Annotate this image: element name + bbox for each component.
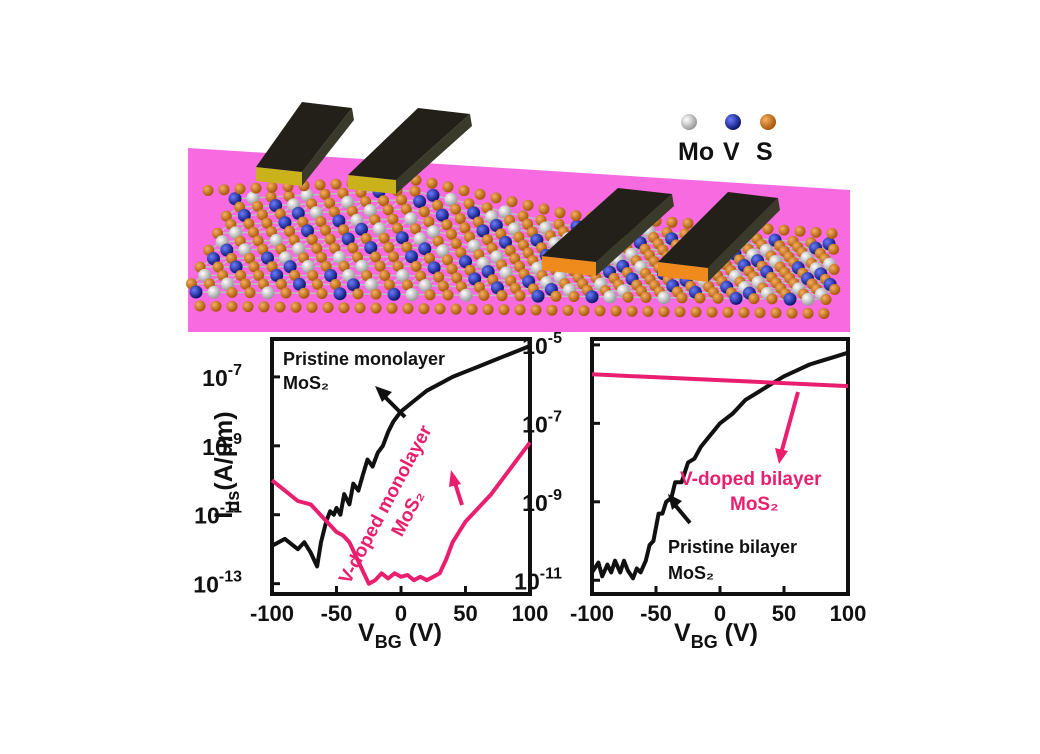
tick-marks	[270, 375, 532, 594]
electrode-4	[658, 192, 780, 282]
y-tick-exponent: -7	[548, 408, 562, 425]
annotation-doped-bilayer-line1: V-doped bilayer	[680, 469, 822, 490]
y-axis-label-main: I	[210, 512, 238, 519]
series-line-1	[591, 372, 849, 389]
y-tick-base: 10	[193, 572, 219, 598]
tick-marks	[590, 343, 850, 594]
y-axis-label-sub: ds	[223, 491, 243, 512]
x-axis-label: VBG (V)	[358, 619, 442, 652]
y-axis-label: Ids(A/μm)	[210, 411, 243, 518]
x-tick-labels: -100 -50 0 50 100	[570, 601, 866, 626]
x-tick-label: 50	[772, 601, 796, 626]
x-axis-label-main: V	[674, 619, 691, 647]
y-tick-exponent: -9	[548, 487, 562, 504]
y-tick-base: 10	[194, 503, 220, 529]
bilayer-transfer-chart: 10-510-710-910-11 -100 -50 0 50 100 VBG (V) …	[514, 330, 866, 652]
device-illustration: Mo V S	[185, 102, 850, 332]
x-tick-label: -100	[570, 601, 614, 626]
legend-label-v: V	[723, 138, 740, 166]
y-tick-base: 10	[522, 490, 548, 516]
x-axis-label-main: V	[358, 619, 375, 647]
y-tick-exponent: -7	[228, 362, 242, 379]
y-tick-base: 10	[522, 411, 548, 437]
s-atom-icon	[760, 114, 776, 130]
arrow-doped-bilayer	[775, 391, 800, 464]
y-tick-label: 10-11	[194, 500, 242, 529]
y-tick-exponent: -5	[548, 330, 562, 347]
x-tick-label: -100	[250, 601, 294, 626]
series-line-0	[271, 344, 531, 569]
arrow-doped-monolayer	[449, 470, 464, 506]
y-tick-base: 10	[522, 333, 548, 359]
x-tick-label: 100	[830, 601, 867, 626]
y-tick-base: 10	[202, 365, 228, 391]
y-tick-base: 10	[514, 568, 540, 594]
y-tick-label: 10-13	[193, 569, 242, 598]
y-tick-label: 10-9	[522, 487, 562, 516]
x-axis-label: VBG (V)	[674, 619, 758, 652]
electrodes	[256, 102, 780, 282]
annotation-doped-bilayer-line2: MoS₂	[730, 494, 779, 515]
y-tick-label: 10-9	[202, 431, 242, 460]
x-axis-label-unit: (V)	[402, 619, 442, 647]
electrode-1	[256, 102, 354, 186]
annotation-pristine-bilayer-line2: MoS₂	[668, 563, 714, 583]
x-axis-label-sub: BG	[375, 632, 402, 652]
v-atom-icon	[725, 114, 741, 130]
annotation-pristine-bilayer-line1: Pristine bilayer	[668, 537, 797, 557]
x-tick-labels: -100 -50 0 50 100	[250, 601, 548, 626]
x-axis-label-sub: BG	[691, 632, 718, 652]
y-tick-exponent: -11	[540, 565, 562, 582]
x-tick-label: -50	[640, 601, 672, 626]
x-tick-label: 100	[512, 601, 549, 626]
y-tick-exponent: -13	[219, 569, 242, 586]
y-tick-label: 10-7	[202, 362, 242, 391]
annotation-pristine-monolayer-line2: MoS₂	[283, 373, 329, 393]
y-tick-label: 10-5	[522, 330, 562, 359]
electrode-2	[348, 108, 472, 194]
annotation-pristine-monolayer-line1: Pristine monolayer	[283, 349, 445, 369]
y-axis-label-unit: (A/μm)	[210, 411, 238, 490]
y-tick-label: 10-11	[514, 565, 562, 594]
atom-legend: Mo V S	[678, 114, 776, 166]
series-line-1	[270, 441, 532, 586]
arrow-pristine-monolayer	[375, 386, 407, 419]
y-tick-label: 10-7	[522, 408, 562, 437]
y-tick-exponent: -11	[220, 500, 242, 517]
arrow-pristine-bilayer	[668, 494, 692, 525]
x-tick-label: 50	[453, 601, 477, 626]
x-tick-label: 0	[395, 601, 407, 626]
y-tick-exponent: -9	[228, 431, 242, 448]
mo-atom-icon	[681, 114, 697, 130]
x-tick-label: -50	[321, 601, 353, 626]
series-lines	[270, 344, 532, 586]
y-tick-base: 10	[202, 434, 228, 460]
legend-label-mo: Mo	[678, 138, 714, 166]
electrode-3	[542, 188, 674, 276]
legend-label-s: S	[756, 138, 773, 166]
x-tick-label: 0	[714, 601, 726, 626]
y-tick-labels: 10-510-710-910-11	[514, 330, 562, 594]
x-axis-label-unit: (V)	[718, 619, 758, 647]
